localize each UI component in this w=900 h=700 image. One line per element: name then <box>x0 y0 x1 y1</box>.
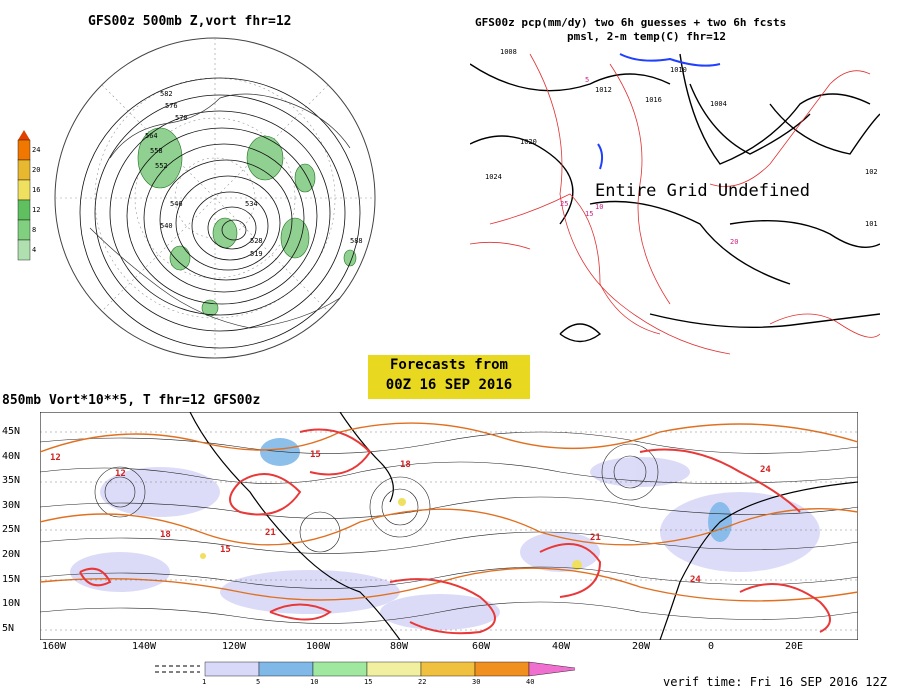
temp-contour-label: 21 <box>590 533 601 543</box>
colorbar-label: 15 <box>364 678 372 686</box>
isobar-label: 101 <box>865 220 878 228</box>
top-right-title-line1: GFS00z pcp(mm/dy) two 6h guesses + two 6… <box>475 16 787 29</box>
colorbar-label: 10 <box>310 678 318 686</box>
contour-label: 534 <box>245 200 258 208</box>
contour-label: 558 <box>150 147 163 155</box>
lon-label: 40W <box>552 641 571 652</box>
colorbar-swatch <box>474 661 530 677</box>
polar-vort-map: 582 576 570 564 558 552 546 540 534 528 519 588 <box>54 37 376 359</box>
temp-label: 15 <box>585 210 593 218</box>
colorbar-swatch <box>312 661 368 677</box>
contour-label: 528 <box>250 237 263 245</box>
lat-label: 40N <box>2 450 21 462</box>
isobar-label: 1004 <box>710 100 727 108</box>
lon-label: 120W <box>222 641 247 652</box>
colorbar-swatch <box>17 139 31 161</box>
colorbar-swatch <box>420 661 476 677</box>
lat-label: 35N <box>2 475 21 487</box>
temp-label: 25 <box>560 200 568 208</box>
lat-axis: 45N 40N 35N 30N 25N 20N 15N 10N 5N <box>2 412 40 640</box>
lon-label: 160W <box>42 641 67 652</box>
colorbar-swatch <box>258 661 314 677</box>
lat-label: 20N <box>2 549 21 560</box>
contour-label: 588 <box>350 237 363 245</box>
colorbar-swatch <box>366 661 422 677</box>
verif-time: verif time: Fri 16 SEP 2016 12Z <box>663 675 887 689</box>
temp-contour-label: 15 <box>310 450 321 460</box>
lon-label: 80W <box>390 641 409 652</box>
contour-label: 582 <box>160 90 173 98</box>
pmsl-map: Entire Grid Undefined 100810121016102010… <box>470 44 880 366</box>
isobar-label: 1020 <box>520 138 537 146</box>
vort-850-map: 12 15 18 21 24 12 15 18 21 24 <box>40 412 858 640</box>
lon-label: 20E <box>785 641 804 652</box>
colorbar-arrow-icon <box>528 661 575 677</box>
isobar-label: 1016 <box>645 96 662 104</box>
colorbar-swatch <box>17 219 31 241</box>
lat-label: 10N <box>2 598 21 610</box>
colorbar-label: 30 <box>472 678 480 686</box>
top-right-title-line2: pmsl, 2-m temp(C) fhr=12 <box>567 30 726 43</box>
bottom-title: 850mb Vort*10**5, T fhr=12 GFS00z <box>2 393 261 408</box>
colorbar-swatch <box>17 159 31 181</box>
colorbar-label: 12 <box>32 206 40 214</box>
colorbar-label: 24 <box>32 146 40 154</box>
top-left-title: GFS00z 500mb Z,vort fhr=12 <box>88 14 292 29</box>
lon-label: 0 <box>708 641 715 652</box>
lon-label: 100W <box>306 641 331 652</box>
temp-contour-label: 12 <box>50 453 61 463</box>
colorbar-swatch <box>17 199 31 221</box>
temp-label: 5 <box>585 76 589 84</box>
colorbar-label: 16 <box>32 186 40 194</box>
banner-line1: Forecasts from <box>389 357 508 373</box>
temp-contour-label: 24 <box>690 575 701 585</box>
isobar-label: 102 <box>865 168 878 176</box>
lon-axis: 160W 140W 120W 100W 80W 60W 40W 20W 0 20E <box>40 641 858 655</box>
colorbar-swatch <box>17 179 31 201</box>
isobar-label: 1024 <box>485 173 502 181</box>
temp-contour-label: 18 <box>160 530 171 540</box>
temp-label: 20 <box>730 238 738 246</box>
isobar-label: 1008 <box>500 48 517 56</box>
colorbar-arrow-icon <box>18 130 30 140</box>
lon-label: 60W <box>472 641 491 652</box>
contour-label: 552 <box>155 162 168 170</box>
lon-label: 20W <box>632 641 651 652</box>
contour-label: 519 <box>250 250 263 258</box>
lat-label: 25N <box>2 524 21 536</box>
lat-label: 45N <box>2 426 21 437</box>
contour-label: 576 <box>165 102 178 110</box>
colorbar-swatch <box>204 661 260 677</box>
temp-contour-label: 18 <box>400 460 411 470</box>
bottom-colorbar: 1 5 10 15 22 30 40 <box>155 661 575 686</box>
lon-label: 140W <box>132 641 157 652</box>
contour-label: 546 <box>170 200 183 208</box>
colorbar-swatch <box>17 239 31 261</box>
temp-contour-label: 24 <box>760 465 771 475</box>
temp-contour-label: 12 <box>115 469 126 479</box>
colorbar-label: 8 <box>32 226 36 234</box>
colorbar-label: 22 <box>418 678 426 686</box>
contour-label: 564 <box>145 132 158 140</box>
colorbar-label: 4 <box>32 246 36 254</box>
colorbar-label: 40 <box>526 678 534 686</box>
lat-label: 5N <box>2 622 15 634</box>
temp-contour-label: 21 <box>265 528 276 538</box>
lat-label: 15N <box>2 573 21 585</box>
temp-label: 10 <box>595 203 603 211</box>
colorbar-label: 5 <box>256 678 260 686</box>
undefined-grid-text: Entire Grid Undefined <box>595 181 810 201</box>
banner-line2: 00Z 16 SEP 2016 <box>385 377 513 393</box>
lat-label: 30N <box>2 499 21 511</box>
forecast-banner: Forecasts from 00Z 16 SEP 2016 <box>368 355 530 399</box>
isobar-label: 1010 <box>670 66 687 74</box>
isobar-label: 1012 <box>595 86 612 94</box>
temp-contour-label: 15 <box>220 545 231 555</box>
top-left-colorbar: 24 20 16 12 8 4 <box>17 130 40 261</box>
colorbar-label: 20 <box>32 166 40 174</box>
colorbar-label: 1 <box>202 678 206 686</box>
contour-label: 570 <box>175 114 188 122</box>
contour-label: 540 <box>160 222 173 230</box>
